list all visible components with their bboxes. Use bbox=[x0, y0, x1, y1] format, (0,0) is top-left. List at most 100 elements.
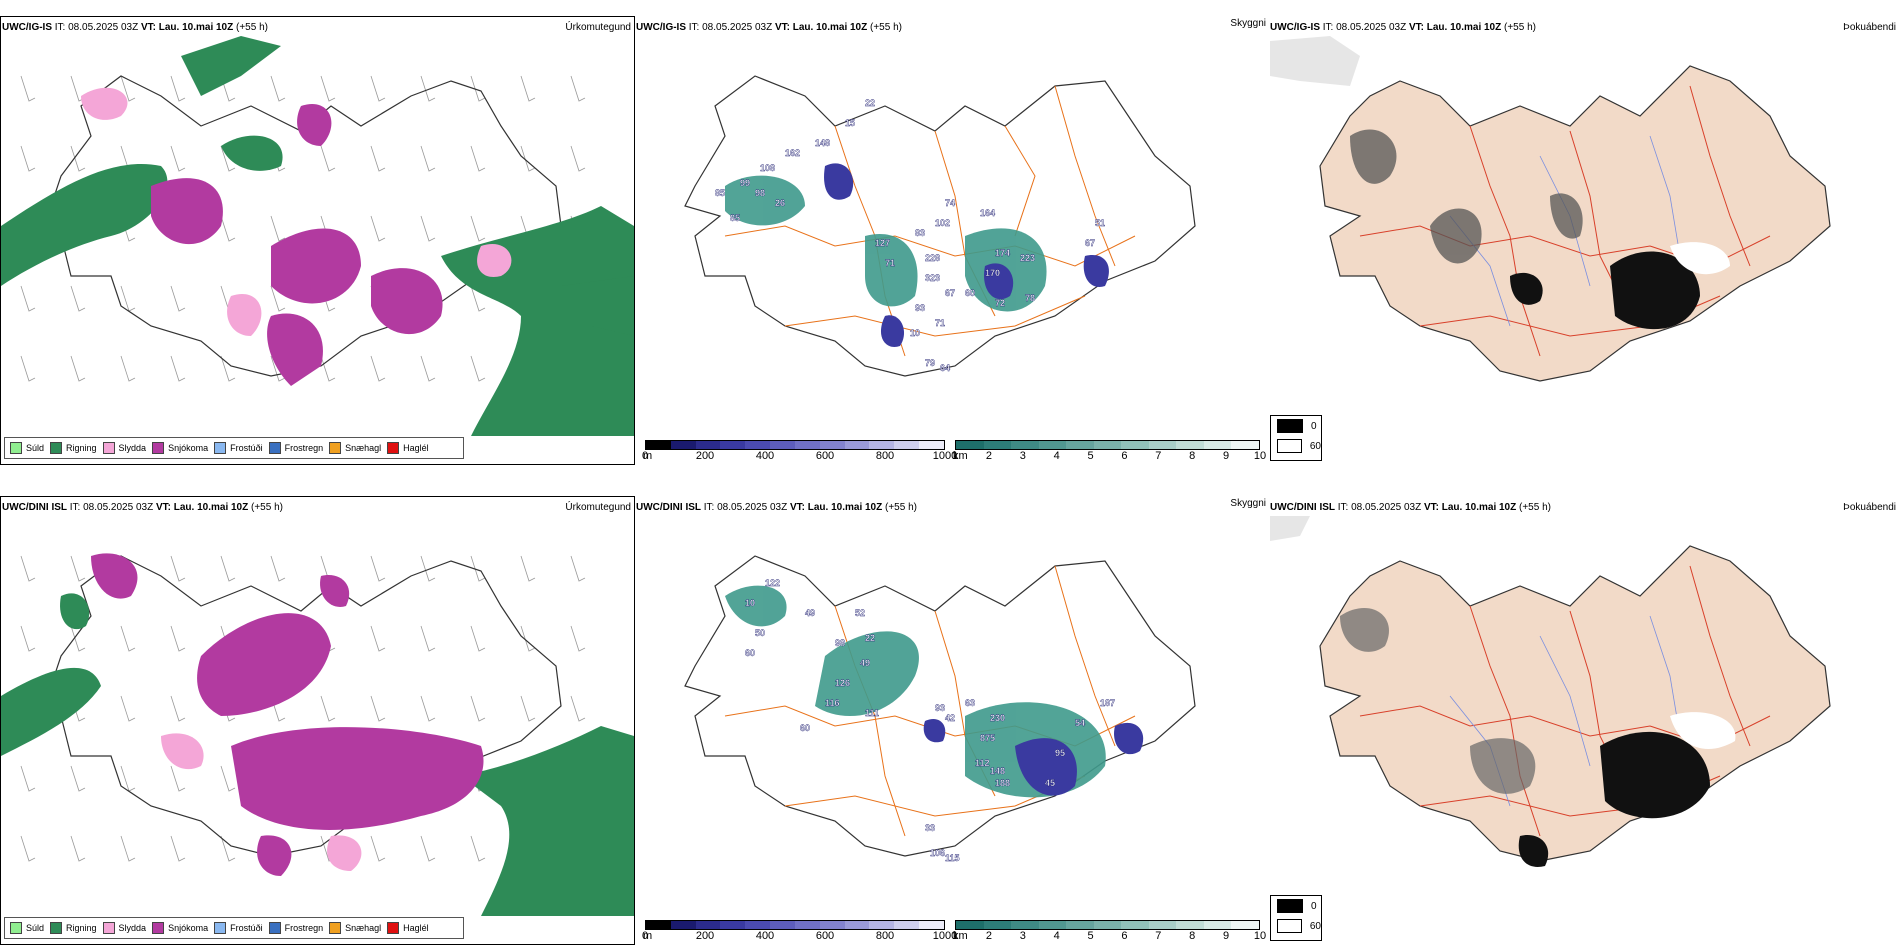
cloud-base-label: 78 bbox=[1025, 293, 1035, 303]
fog-map bbox=[1270, 516, 1831, 867]
cloud-base-label: 10 bbox=[745, 598, 755, 608]
height-colorbar: 0 200 400 600 800 1000 m bbox=[641, 920, 957, 942]
colorbar-tick: 3 bbox=[1019, 930, 1026, 942]
vt-label: VT: bbox=[140, 22, 156, 33]
cloud-base-label: 85 bbox=[715, 188, 725, 198]
depth-colorbar: 1 2 3 4 5 6 7 8 9 10 km bbox=[952, 440, 1266, 462]
cloud-base-label: 64 bbox=[940, 363, 950, 373]
lead-time: (+55 h) bbox=[1519, 502, 1551, 513]
panel-field-name: Úrkomutegund bbox=[565, 22, 631, 33]
colorbar-cell bbox=[1148, 921, 1177, 929]
iceland-coastline bbox=[684, 75, 1196, 377]
cloud-base-label: 93 bbox=[915, 303, 925, 313]
precip-map-frame bbox=[0, 496, 635, 945]
legend-swatch bbox=[152, 922, 165, 934]
panel-field-name: Þokuábendi bbox=[1843, 502, 1896, 513]
legend-label: Slydda bbox=[118, 923, 147, 933]
dense-fog-areas bbox=[1510, 251, 1700, 330]
colorbar-cell bbox=[1176, 441, 1204, 449]
cloud-base-label: 63 bbox=[965, 698, 975, 708]
colorbar-tick: 5 bbox=[1087, 450, 1094, 462]
cloud-panel-bottom: UWC/DINI ISL IT: 08.05.2025 03Z VT: Lau.… bbox=[635, 490, 1270, 945]
cloud-base-label: 228 bbox=[925, 253, 940, 263]
cloud-base-label: 49 bbox=[860, 658, 870, 668]
cloud-base-label: 122 bbox=[765, 578, 780, 588]
colorbar-tick: 2 bbox=[985, 450, 992, 462]
colorbar-tick: 7 bbox=[1155, 930, 1162, 942]
legend-label: Snjókoma bbox=[168, 443, 209, 453]
init-time: 08.05.2025 03Z bbox=[68, 22, 139, 33]
legend-swatch bbox=[268, 442, 281, 454]
legend-label: Súld bbox=[26, 923, 45, 933]
legend-item: Rigning bbox=[50, 442, 97, 454]
fog-legend: 0 60 bbox=[1270, 415, 1322, 461]
cloud-base-label: 79 bbox=[925, 358, 935, 368]
fog-panel-bottom: UWC/DINI ISL IT: 08.05.2025 03Z VT: Lau.… bbox=[1270, 490, 1900, 945]
fog-areas bbox=[1350, 129, 1583, 264]
height-colorbar: 0 200 400 600 800 1000 m bbox=[642, 440, 957, 462]
colorbar-tick: 400 bbox=[755, 450, 775, 462]
sleet-areas bbox=[81, 87, 512, 336]
legend-swatch bbox=[214, 922, 227, 934]
colorbar-cell bbox=[1176, 921, 1204, 929]
legend-swatch bbox=[102, 442, 115, 454]
vt-label: VT: bbox=[1408, 22, 1424, 33]
fog-legend-row: 60 bbox=[1271, 436, 1321, 456]
legend-swatch bbox=[50, 442, 63, 454]
cloud-base-label: 71 bbox=[885, 258, 895, 268]
legend-swatch bbox=[268, 922, 281, 934]
colorbar-cell bbox=[1066, 921, 1094, 929]
legend-swatch bbox=[152, 442, 165, 454]
colorbar-cell bbox=[770, 921, 795, 929]
cloud-base-label: 164 bbox=[980, 208, 995, 218]
colorbar-tick: 0 bbox=[641, 930, 649, 942]
cloud-base-label: 98 bbox=[755, 188, 765, 198]
colorbar-cell bbox=[1121, 441, 1149, 449]
colorbar-cell bbox=[956, 441, 984, 449]
cloud-base-label: 108 bbox=[760, 163, 775, 173]
legend-item: Snæhagl bbox=[329, 442, 381, 454]
legend-swatch bbox=[214, 442, 227, 454]
panel-field-name: Skyggni bbox=[1230, 18, 1266, 29]
colorbar-tick: 8 bbox=[1189, 930, 1196, 942]
lead-time: (+55 h) bbox=[251, 502, 283, 513]
cloud-base-label: 148 bbox=[990, 766, 1005, 776]
colorbar-cell bbox=[794, 441, 820, 449]
valid-time: Lau. 10.mai 10Z bbox=[792, 22, 868, 33]
cloud-base-label: 22 bbox=[865, 633, 875, 643]
colorbar-tick: 9 bbox=[1223, 930, 1230, 942]
legend-item: Snjókoma bbox=[152, 922, 208, 934]
colorbar-cell bbox=[670, 921, 696, 929]
legend-label: Snæhagl bbox=[345, 923, 382, 933]
legend-label: Frostregn bbox=[284, 443, 324, 453]
colorbar-cell bbox=[819, 921, 845, 929]
legend-label: Rigning bbox=[66, 923, 97, 933]
precip-map bbox=[1, 36, 634, 436]
legend-swatch bbox=[10, 922, 22, 934]
colorbar-cell bbox=[869, 441, 895, 449]
legend-label: Súld bbox=[26, 443, 45, 453]
it-label: IT: bbox=[688, 22, 700, 33]
cloud-base-label: 71 bbox=[935, 318, 945, 328]
panel-field-name: Þokuábendi bbox=[1843, 22, 1896, 33]
init-time: 08.05.2025 03Z bbox=[1336, 22, 1407, 33]
rain-areas bbox=[1, 593, 634, 916]
cloud-base-label: 875 bbox=[980, 733, 995, 743]
it-label: IT: bbox=[69, 502, 81, 513]
cloud-base-label: 52 bbox=[855, 608, 865, 618]
fog-legend-label: 60 bbox=[1309, 440, 1321, 452]
legend-item: Snæhagl bbox=[329, 922, 381, 934]
vt-label: VT: bbox=[789, 502, 805, 513]
colorbar-tick: 9 bbox=[1223, 450, 1230, 462]
colorbar-cell bbox=[983, 921, 1012, 929]
cloud-base-label: 98 bbox=[835, 638, 845, 648]
colorbar-tick: 5 bbox=[1087, 930, 1094, 942]
legend-label: Snjókoma bbox=[168, 923, 209, 933]
lead-time: (+55 h) bbox=[870, 22, 902, 33]
legend-label: Frostúði bbox=[230, 923, 263, 933]
cloud-base-label: 162 bbox=[785, 148, 800, 158]
panel-title: UWC/DINI ISL IT: 08.05.2025 03Z VT: Lau.… bbox=[636, 502, 917, 513]
colorbar-tick: 600 bbox=[815, 930, 835, 942]
sleet-areas bbox=[161, 733, 362, 871]
